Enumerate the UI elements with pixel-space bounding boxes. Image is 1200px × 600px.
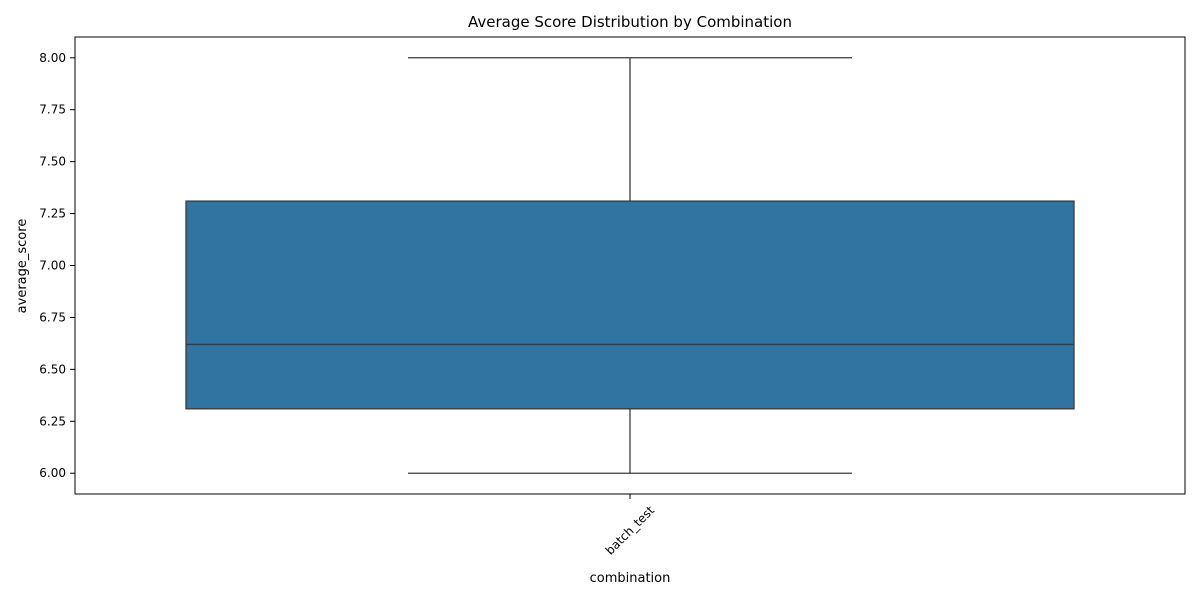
y-tick-label: 7.75 xyxy=(39,103,66,117)
y-tick-label: 7.25 xyxy=(39,207,66,221)
x-axis-label: combination xyxy=(590,571,671,586)
y-tick-label: 6.50 xyxy=(39,362,66,376)
y-axis-label: average_score xyxy=(15,219,30,314)
y-tick-label: 7.50 xyxy=(39,155,66,169)
plot-area xyxy=(74,36,1186,495)
x-axis: batch_test xyxy=(603,494,658,558)
x-tick-label: batch_test xyxy=(603,503,658,558)
y-tick-label: 6.25 xyxy=(39,414,66,428)
y-tick-label: 6.00 xyxy=(39,466,66,480)
box-body xyxy=(185,200,1075,410)
box-group xyxy=(185,57,1075,474)
y-axis: 6.00 6.25 6.50 6.75 7.00 7.25 7.50 7.75 8.00 xyxy=(39,51,75,480)
y-tick-label: 6.75 xyxy=(39,310,66,324)
y-tick-label: 7.00 xyxy=(39,259,66,273)
y-tick-label: 8.00 xyxy=(39,51,66,65)
chart-title: Average Score Distribution by Combinatio… xyxy=(468,13,792,31)
